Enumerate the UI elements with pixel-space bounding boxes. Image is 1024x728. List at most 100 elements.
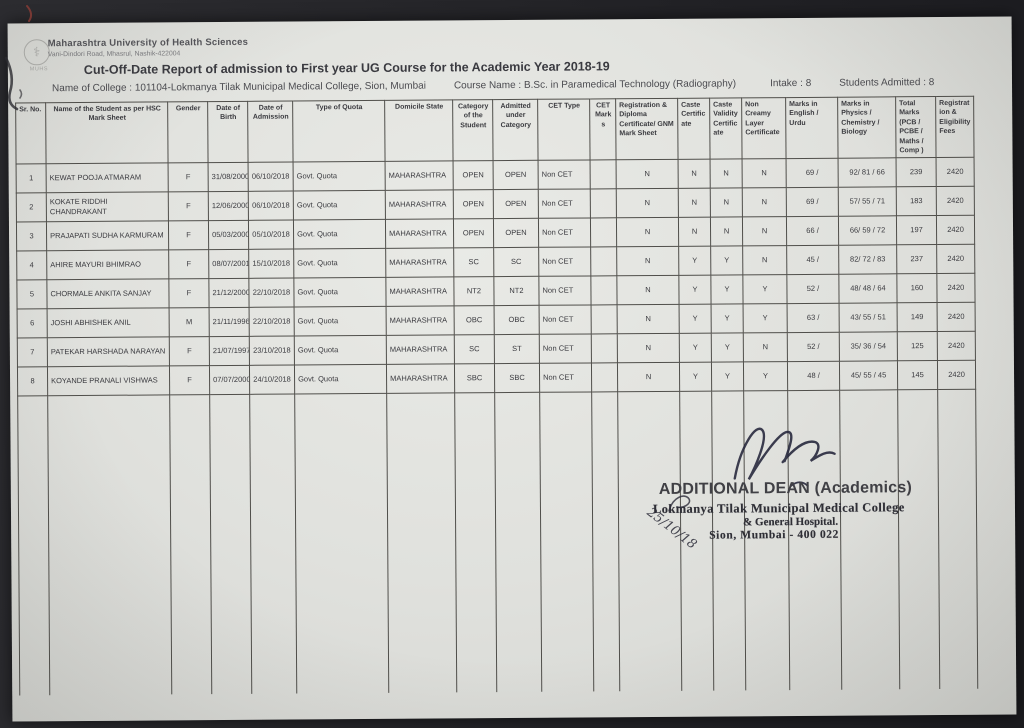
- cell-r4-c6: MAHARASHTRA: [385, 247, 454, 278]
- cell-r4-c16: 82/ 72 / 83: [838, 244, 897, 274]
- cell-r2-c11: N: [616, 187, 679, 218]
- cell-r4-c1: AHIRE MAYURI BHIMRAO: [46, 249, 169, 280]
- cell-r2-c10: [590, 188, 617, 218]
- cell-r8-c5: Govt. Quota: [294, 364, 387, 394]
- cell-r7-c12: Y: [679, 332, 712, 362]
- cell-r6-c3: 21/11/1996: [209, 306, 250, 337]
- col-header-17: Total Marks (PCB / PCBE / Maths / Comp ): [895, 96, 937, 158]
- col-header-18: Registration & Eligibility Fees: [935, 96, 975, 158]
- col-header-14: Non Creamy Layer Certificate: [741, 97, 787, 159]
- pen-flourish-icon: [668, 495, 691, 512]
- empty-cell: [494, 391, 542, 693]
- cell-r6-c16: 43/ 55 / 51: [839, 302, 898, 332]
- cell-r5-c3: 21/12/2000: [208, 277, 250, 308]
- cell-r2-c18: 2420: [936, 185, 975, 216]
- cell-r7-c14: N: [743, 332, 788, 362]
- cell-r1-c2: F: [168, 162, 209, 192]
- cell-r7-c4: 23/10/2018: [249, 335, 295, 365]
- cell-r3-c15: 66 /: [786, 215, 839, 246]
- cell-r6-c12: Y: [679, 303, 712, 333]
- cell-r2-c3: 12/06/2000: [208, 190, 249, 221]
- cell-r8-c18: 2420: [937, 359, 976, 390]
- cell-r5-c10: [590, 275, 618, 305]
- cell-r7-c8: ST: [494, 333, 540, 364]
- cell-r1-c10: [590, 159, 617, 189]
- cell-r5-c1: CHORMALE ANKITA SANJAY: [46, 278, 170, 309]
- cell-r3-c2: F: [168, 220, 209, 250]
- col-header-1: Name of the Student as per HSC Mark Shee…: [45, 101, 169, 164]
- cell-r4-c17: 237: [896, 244, 937, 274]
- cell-r6-c5: Govt. Quota: [294, 306, 387, 336]
- cell-r3-c3: 05/03/2000: [208, 219, 249, 250]
- cell-r4-c5: Govt. Quota: [293, 248, 386, 278]
- col-header-13: Caste Validity Certificate: [709, 97, 743, 159]
- cell-r5-c0: 5: [16, 279, 48, 309]
- cell-r6-c17: 149: [897, 302, 938, 332]
- stamp-address: Sion, Mumbai - 400 022: [709, 528, 840, 542]
- cell-r6-c18: 2420: [937, 301, 976, 332]
- paper-sheet: ⚕ MUHS Maharashtra University of Health …: [7, 16, 1017, 722]
- cell-r1-c18: 2420: [936, 156, 975, 187]
- col-header-15: Marks in English / Urdu: [785, 97, 839, 159]
- cell-r5-c9: Non CET: [538, 275, 592, 305]
- cell-r1-c5: Govt. Quota: [293, 161, 386, 191]
- cell-r7-c1: PATEKAR HARSHADA NARAYAN: [47, 336, 170, 367]
- cell-r3-c13: N: [710, 216, 743, 246]
- cell-r5-c17: 160: [896, 273, 938, 303]
- cell-r7-c13: Y: [711, 332, 744, 362]
- cell-r7-c15: 52 /: [787, 331, 840, 362]
- cell-r7-c5: Govt. Quota: [294, 335, 387, 365]
- cell-r3-c10: [590, 217, 617, 247]
- cell-r3-c7: OPEN: [453, 218, 494, 248]
- institution-address: Vani-Dindori Road, Mhasrul, Nashik-42200…: [47, 50, 181, 59]
- cell-r2-c9: Non CET: [538, 188, 591, 218]
- cell-r3-c6: MAHARASHTRA: [385, 218, 454, 249]
- cell-r4-c15: 45 /: [786, 244, 839, 275]
- cell-r8-c7: SBC: [454, 363, 495, 393]
- cell-r7-c10: [591, 333, 618, 363]
- cell-r8-c2: F: [169, 365, 210, 395]
- cell-r8-c3: 07/07/2000: [209, 364, 250, 395]
- cell-r7-c16: 35/ 36 / 54: [839, 331, 898, 361]
- cell-r8-c13: Y: [711, 361, 744, 391]
- cell-r5-c16: 48/ 48 / 64: [838, 273, 898, 303]
- col-header-12: Caste Certificate: [677, 98, 711, 159]
- cell-r7-c2: F: [169, 336, 210, 366]
- cell-r4-c13: Y: [710, 245, 743, 275]
- cell-r1-c6: MAHARASHTRA: [385, 160, 454, 191]
- cell-r4-c14: N: [742, 245, 787, 275]
- cell-r8-c8: SBC: [494, 362, 540, 393]
- cell-r6-c8: OBC: [494, 304, 540, 335]
- cell-r6-c10: [591, 304, 618, 334]
- cell-r2-c1: KOKATE RIDDHI CHANDRAKANT: [46, 191, 169, 222]
- cell-r1-c16: 92/ 81 / 66: [838, 157, 897, 187]
- cell-r2-c12: N: [678, 187, 711, 217]
- empty-cell: [294, 393, 389, 694]
- empty-cell: [47, 394, 172, 696]
- cell-r6-c7: OBC: [454, 305, 495, 335]
- cell-r2-c2: F: [168, 191, 209, 221]
- cell-r6-c15: 63 /: [787, 302, 840, 333]
- cell-r5-c4: 22/10/2018: [248, 277, 295, 307]
- cell-r3-c18: 2420: [936, 214, 975, 245]
- cell-r2-c8: OPEN: [493, 188, 539, 219]
- col-header-0: Sr. No.: [15, 102, 47, 164]
- col-header-9: CET Type: [537, 98, 591, 160]
- cell-r1-c15: 69 /: [786, 157, 839, 188]
- cell-r3-c4: 05/10/2018: [248, 219, 294, 249]
- cell-r5-c6: MAHARASHTRA: [385, 276, 455, 307]
- col-header-5: Type of Quota: [292, 100, 386, 162]
- cell-r7-c17: 125: [897, 331, 938, 361]
- signature-block: ADDITIONAL DEAN (Academics) Lokmanya Til…: [644, 417, 969, 565]
- cell-r2-c7: OPEN: [453, 189, 494, 219]
- report-title: Cut-Off-Date Report of admission to Firs…: [83, 59, 610, 77]
- cell-r3-c9: Non CET: [538, 217, 591, 247]
- cell-r1-c4: 06/10/2018: [248, 161, 294, 191]
- cell-r5-c15: 52 /: [786, 273, 840, 304]
- cell-r4-c4: 15/10/2018: [248, 248, 294, 278]
- empty-cell: [386, 392, 457, 693]
- cell-r4-c2: F: [168, 249, 209, 279]
- cell-r1-c12: N: [678, 158, 711, 188]
- cell-r4-c9: Non CET: [538, 246, 591, 276]
